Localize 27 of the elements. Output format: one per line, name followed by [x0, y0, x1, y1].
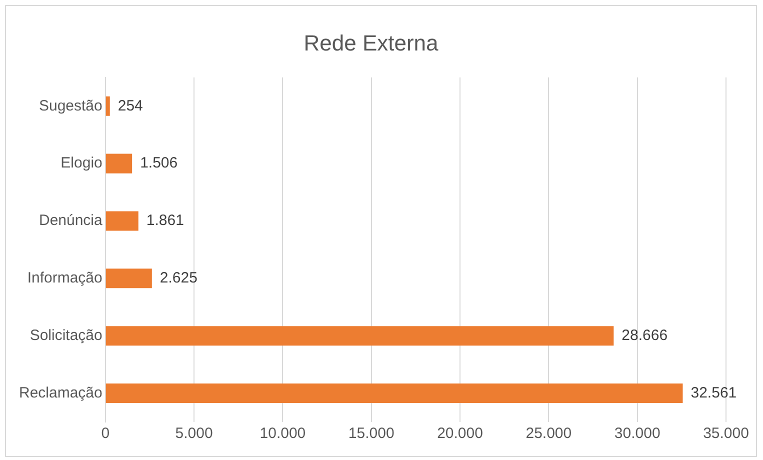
data-label: 254 [118, 97, 143, 114]
x-tick-label: 15.000 [348, 425, 394, 442]
bar [106, 268, 152, 288]
y-tick-label: Solicitação [30, 326, 102, 344]
data-label: 1.506 [140, 154, 178, 172]
x-tick-label: 0 [101, 425, 110, 442]
x-tick-label: 25.000 [526, 425, 572, 442]
bar [106, 384, 683, 404]
x-tick-label: 20.000 [437, 425, 483, 442]
bar [106, 96, 110, 116]
y-tick-label: Denúncia [38, 212, 104, 230]
data-label: 2.625 [160, 270, 198, 287]
y-tick-label: Informação [27, 270, 102, 287]
y-tick-label: Sugestão [38, 97, 102, 114]
data-label: 1.861 [146, 212, 184, 230]
bar [106, 326, 614, 346]
y-tick-label: Elogio [60, 154, 102, 172]
data-label: 28.666 [622, 326, 668, 344]
y-tick-label: Reclamação [18, 384, 102, 402]
data-label: 32.561 [690, 384, 737, 402]
bar [106, 211, 138, 231]
chart-title: Rede Externa [304, 30, 440, 56]
x-tick-label: 5.000 [175, 425, 213, 442]
x-tick-label: 30.000 [614, 425, 660, 442]
x-tick-label: 10.000 [260, 425, 306, 442]
x-tick-label: 35.000 [703, 425, 749, 442]
bar [106, 154, 132, 174]
